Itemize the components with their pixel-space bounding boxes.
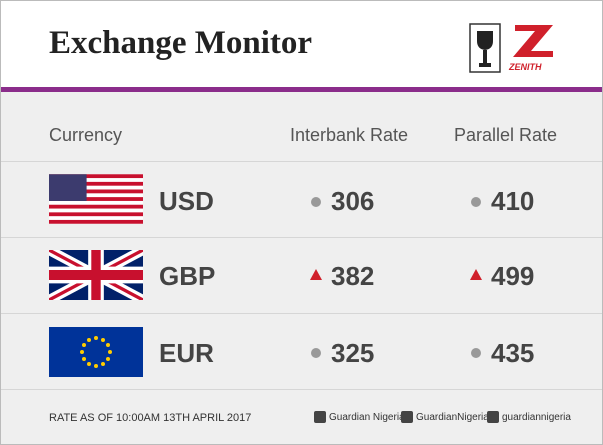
accent-bar <box>1 87 602 92</box>
currency-code: EUR <box>159 338 214 368</box>
currency-code: GBP <box>159 261 216 291</box>
steady-indicator <box>311 348 321 358</box>
facebook-icon <box>314 411 326 423</box>
logo-text: ZENITH <box>509 62 542 72</box>
interbank-rate: 325 <box>331 338 375 368</box>
steady-indicator <box>471 197 481 207</box>
trophy-logo <box>469 23 501 73</box>
social-handle: Guardian Nigeria <box>329 412 405 423</box>
eu-flag <box>49 327 143 377</box>
parallel-rate: 499 <box>491 261 535 291</box>
usa-flag <box>49 174 143 224</box>
row-separator <box>1 161 602 162</box>
uk-flag <box>49 250 143 300</box>
header <box>1 1 602 87</box>
social-handle: GuardianNigeria <box>416 412 489 423</box>
currency-code: USD <box>159 186 214 216</box>
up-indicator <box>470 269 482 280</box>
parallel-rate: 410 <box>491 186 535 216</box>
up-indicator <box>310 269 322 280</box>
row-separator <box>1 389 602 390</box>
interbank-rate: 306 <box>331 186 375 216</box>
row-separator <box>1 313 602 314</box>
instagram-icon <box>487 411 499 423</box>
social-handle: guardiannigeria <box>502 412 571 423</box>
title: Exchange Monitor <box>49 25 313 61</box>
twitter-icon <box>401 411 413 423</box>
rate-note: RATE AS OF 10:00AM 13TH APRIL 2017 <box>49 412 252 424</box>
column-header: Currency <box>49 125 123 145</box>
interbank-rate: 382 <box>331 261 375 291</box>
parallel-rate: 435 <box>491 338 535 368</box>
column-header: Interbank Rate <box>290 125 409 145</box>
column-header: Parallel Rate <box>454 125 558 145</box>
steady-indicator <box>471 348 481 358</box>
row-separator <box>1 237 602 238</box>
steady-indicator <box>311 197 321 207</box>
zenith-logo <box>513 25 553 57</box>
